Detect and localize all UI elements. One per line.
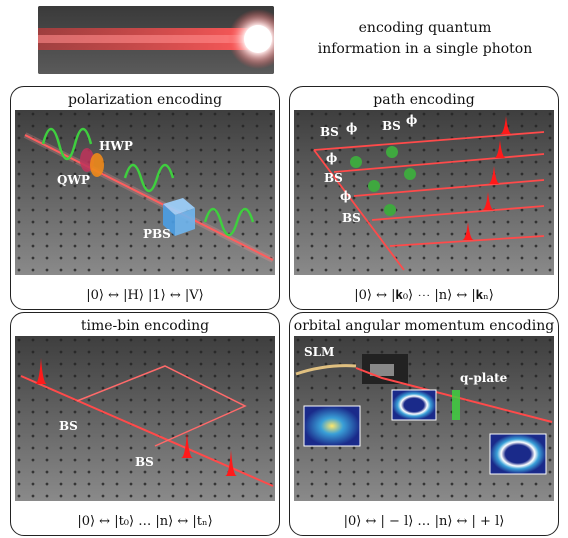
wave-1 xyxy=(41,127,93,161)
timebin-scene: BS BS xyxy=(15,336,275,501)
wave-2 xyxy=(123,163,175,193)
oam-mode-1 xyxy=(391,389,437,421)
oam-scene: SLM q-plate xyxy=(294,336,554,501)
fiber xyxy=(295,364,357,376)
pbs-label: PBS xyxy=(143,227,171,241)
gaussian-mode xyxy=(303,405,361,447)
hwp-plate xyxy=(90,153,104,177)
phi-label-2: ϕ xyxy=(406,113,417,127)
phi-label-3: ϕ xyxy=(326,151,337,165)
phi-label-1: ϕ xyxy=(346,121,357,135)
timebin-panel: time-bin encoding BS BS |0⟩ ↔ |t₀⟩ … |n⟩… xyxy=(10,312,280,536)
polarization-title: polarization encoding xyxy=(67,92,223,108)
hwp-label: HWP xyxy=(99,139,133,153)
timebin-title: time-bin encoding xyxy=(80,318,210,334)
polarization-scene: QWP HWP PBS xyxy=(15,110,275,275)
bs-label-3: BS xyxy=(324,171,343,185)
header-line-1: encoding quantum xyxy=(358,20,492,36)
bs-label-2: BS xyxy=(382,119,401,133)
bs-label-1: BS xyxy=(320,125,339,139)
laser-beam xyxy=(24,134,274,261)
qwp-label: QWP xyxy=(57,173,90,187)
header-caption: encoding quantum information in a single… xyxy=(300,18,550,60)
oam-panel: orbital angular momentum encoding xyxy=(289,312,559,536)
path-panel: path encoding BS BS BS BS xyxy=(289,86,559,310)
bs-label-a: BS xyxy=(59,419,78,433)
path-scene: BS BS BS BS ϕ ϕ ϕ ϕ xyxy=(294,110,554,275)
phi-label-4: ϕ xyxy=(340,189,351,203)
path-title: path encoding xyxy=(373,92,475,108)
polarization-formula: |0⟩ ↔ |H⟩ |1⟩ ↔ |V⟩ xyxy=(86,288,204,303)
path-pulses xyxy=(462,116,512,240)
path-beams xyxy=(313,131,545,271)
path-formula: |0⟩ ↔ |𝐤₀⟩ ⋯ |n⟩ ↔ |𝐤ₙ⟩ xyxy=(354,288,494,303)
qplate-label: q-plate xyxy=(460,371,508,385)
wave-3 xyxy=(203,207,255,237)
oam-mode-2 xyxy=(489,433,547,475)
bs-label-b: BS xyxy=(135,455,154,469)
timebin-pulses xyxy=(35,358,237,476)
slm-label: SLM xyxy=(304,345,334,359)
q-plate xyxy=(452,390,460,420)
bs-label-4: BS xyxy=(342,211,361,225)
oam-title: orbital angular momentum encoding xyxy=(293,318,555,334)
phase-shifters xyxy=(350,146,416,216)
header-line-2: information in a single photon xyxy=(317,41,533,57)
polarization-panel: polarization encoding QWP HWP PBS |0⟩ ↔ xyxy=(10,86,280,310)
delay-loop xyxy=(76,365,247,447)
oam-formula: |0⟩ ↔ | − l⟩ … |n⟩ ↔ | + l⟩ xyxy=(343,514,505,529)
pbs-cube xyxy=(163,198,195,236)
oam-beam xyxy=(355,367,553,423)
photon-image xyxy=(38,6,274,74)
timebin-formula: |0⟩ ↔ |t₀⟩ … |n⟩ ↔ |tₙ⟩ xyxy=(77,514,213,529)
